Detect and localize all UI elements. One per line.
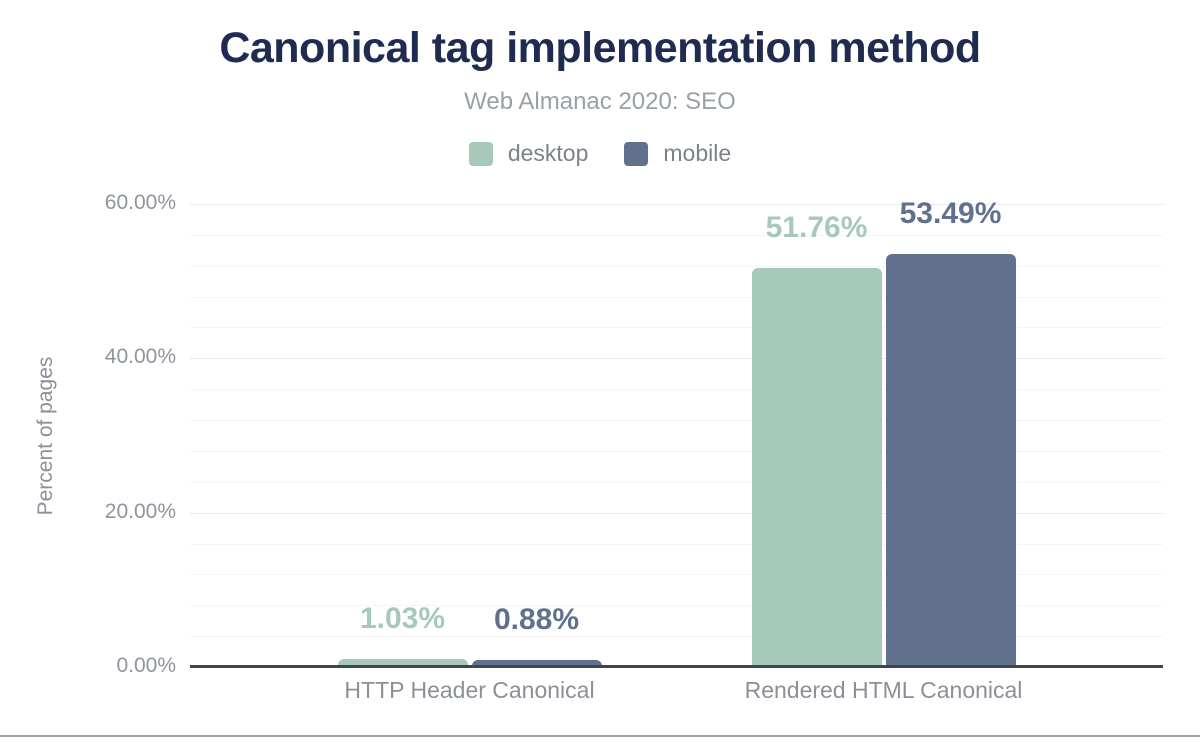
y-tick-label: 20.00% <box>104 499 176 523</box>
gridline-major <box>190 512 1163 514</box>
y-tick-label: 60.00% <box>104 191 176 214</box>
y-axis-title: Percent of pages <box>34 356 57 515</box>
legend-swatch-mobile <box>624 141 649 166</box>
y-tick-label: 0.00% <box>116 654 176 677</box>
legend-item-mobile[interactable]: mobile <box>624 140 731 167</box>
bar-mobile-0 <box>471 660 602 667</box>
legend-label-mobile: mobile <box>663 140 732 166</box>
chart-title: Canonical tag implementation method <box>219 24 981 72</box>
x-category-label: HTTP Header Canonical <box>344 677 595 703</box>
gridline-major <box>190 204 1163 205</box>
gridline-minor <box>190 265 1163 267</box>
bar-mobile-1 <box>885 254 1016 667</box>
legend-item-desktop[interactable]: desktop <box>468 140 589 167</box>
gridline-minor <box>190 327 1163 329</box>
bar-value-label-desktop-0: 1.03% <box>359 602 446 636</box>
legend-label-desktop: desktop <box>507 140 589 166</box>
gridline-minor <box>190 605 1163 607</box>
gridline-minor <box>190 234 1163 236</box>
bar-value-label-mobile-1: 53.49% <box>899 197 1002 231</box>
gridline-minor <box>190 389 1163 391</box>
gridline-minor <box>190 543 1163 545</box>
gridline-major <box>190 358 1163 360</box>
chart-subtitle: Web Almanac 2020: SEO <box>464 88 736 115</box>
legend-swatch-desktop <box>468 141 493 166</box>
x-category-label: Rendered HTML Canonical <box>744 677 1023 703</box>
gridline-minor <box>190 574 1163 576</box>
bar-value-label-desktop-1: 51.76% <box>765 210 868 244</box>
gridline-minor <box>190 296 1163 298</box>
x-axis-line <box>190 665 1163 668</box>
gridline-minor <box>190 481 1163 483</box>
bar-value-label-mobile-0: 0.88% <box>493 603 580 637</box>
gridline-minor <box>190 636 1163 638</box>
gridline-minor <box>190 450 1163 452</box>
bar-desktop-0 <box>337 659 468 667</box>
bar-desktop-1 <box>751 267 882 667</box>
legend: desktop mobile <box>0 140 1200 167</box>
footer-divider <box>0 735 1200 737</box>
gridline-minor <box>190 420 1163 422</box>
y-tick-label: 40.00% <box>104 345 176 369</box>
